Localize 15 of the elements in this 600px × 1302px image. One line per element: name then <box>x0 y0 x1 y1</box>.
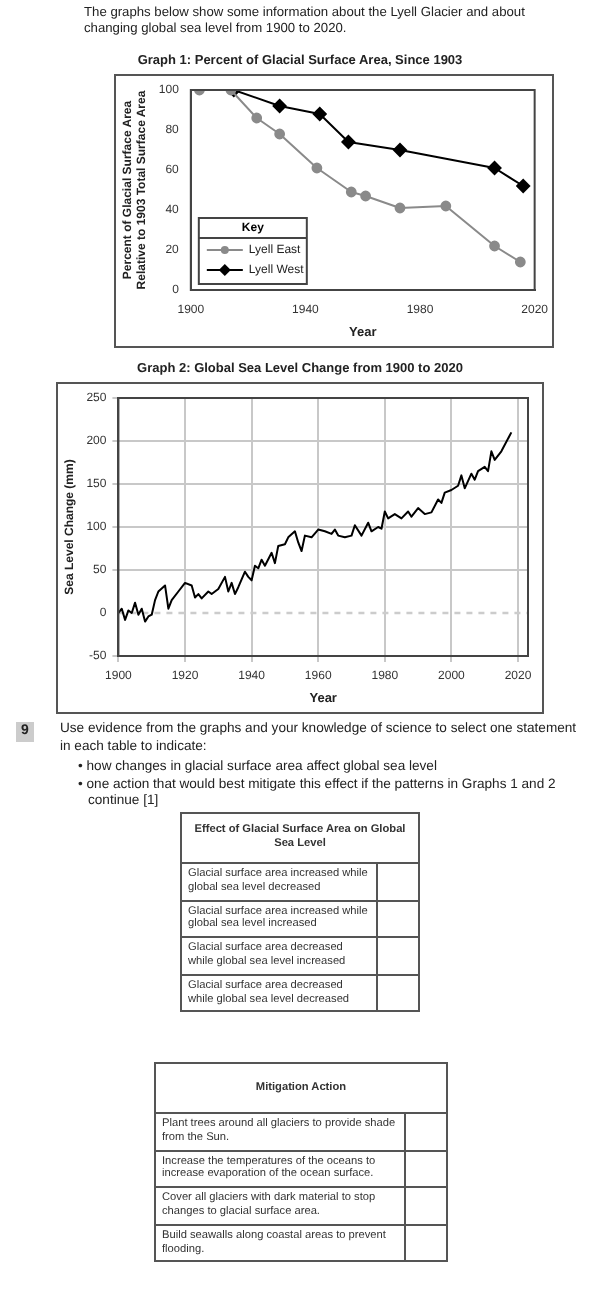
point <box>392 143 407 157</box>
point <box>440 200 452 212</box>
point <box>514 256 526 268</box>
point <box>341 135 356 149</box>
point <box>394 202 406 214</box>
point <box>345 186 357 198</box>
point <box>489 240 500 252</box>
point <box>516 179 531 193</box>
point <box>360 190 371 202</box>
point <box>251 112 263 124</box>
point <box>274 128 286 140</box>
point <box>312 107 327 121</box>
point <box>272 99 287 113</box>
point <box>311 162 323 174</box>
point <box>487 161 502 175</box>
